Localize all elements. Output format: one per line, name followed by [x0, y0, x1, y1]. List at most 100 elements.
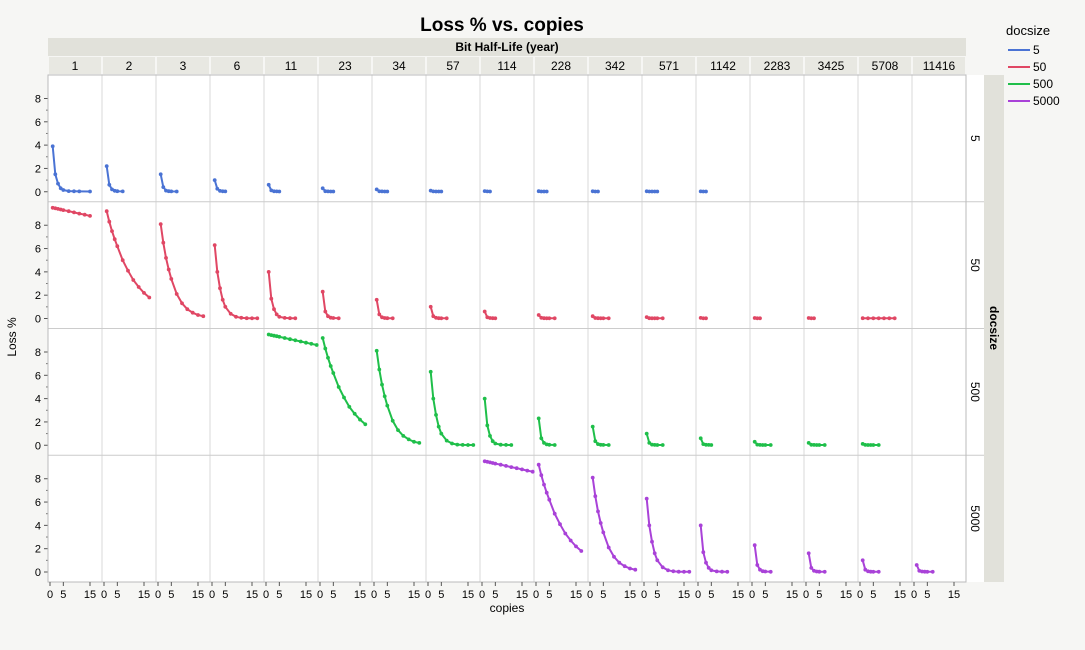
column-header-cell — [157, 57, 209, 74]
data-point-5000 — [606, 545, 611, 550]
y-tick-label: 4 — [35, 140, 41, 152]
data-point-500 — [704, 442, 708, 447]
data-point-5000 — [709, 568, 714, 573]
column-facet-band — [48, 38, 966, 56]
x-tick-label: 15 — [300, 589, 312, 601]
data-point-500 — [347, 404, 352, 409]
x-tick-label: 5 — [222, 589, 228, 601]
y-tick-label: 4 — [35, 520, 41, 532]
y-tick-label: 6 — [35, 244, 41, 256]
data-point-5 — [377, 189, 382, 194]
row-header-label: 50 — [968, 258, 982, 272]
data-point-5000 — [552, 511, 557, 516]
x-tick-label: 0 — [101, 589, 107, 601]
data-point-50 — [250, 316, 254, 321]
data-point-5 — [66, 189, 71, 194]
legend-label-5: 5 — [1033, 43, 1040, 57]
data-point-500 — [485, 423, 490, 428]
column-header-label: 342 — [605, 59, 625, 73]
data-point-50 — [596, 316, 600, 321]
row-facet-title: docsize — [987, 306, 1001, 350]
data-point-5 — [431, 189, 436, 194]
data-point-50 — [110, 229, 114, 234]
data-point-500 — [358, 417, 362, 422]
y-tick-label: 8 — [35, 347, 41, 359]
data-point-5 — [72, 189, 76, 194]
data-point-5000 — [504, 464, 508, 468]
x-tick-label: 0 — [155, 589, 161, 601]
y-tick-label: 0 — [35, 314, 41, 326]
data-point-500 — [466, 443, 470, 447]
data-point-50 — [220, 297, 225, 302]
x-tick-label: 5 — [60, 589, 66, 601]
data-point-5 — [542, 189, 546, 194]
data-point-5 — [544, 189, 549, 194]
data-point-500 — [539, 436, 544, 441]
x-tick-label: 5 — [600, 589, 606, 601]
y-tick-label: 8 — [35, 220, 41, 232]
column-header-label: 2 — [126, 59, 133, 73]
legend-label-50: 50 — [1033, 60, 1047, 74]
x-tick-label: 5 — [276, 589, 282, 601]
data-point-50 — [201, 314, 206, 319]
x-tick-label: 15 — [678, 589, 690, 601]
data-point-5 — [596, 189, 600, 194]
data-point-5 — [215, 186, 220, 191]
data-point-50 — [704, 316, 708, 321]
data-point-50 — [244, 316, 249, 321]
data-point-50 — [66, 209, 71, 214]
data-point-500 — [752, 439, 757, 444]
data-point-50 — [185, 307, 190, 312]
x-tick-label: 5 — [546, 589, 552, 601]
data-point-50 — [136, 285, 141, 289]
data-point-5000 — [660, 565, 665, 570]
data-point-500 — [863, 443, 868, 447]
data-point-5 — [56, 181, 60, 186]
data-point-50 — [606, 316, 611, 321]
data-point-500 — [450, 441, 454, 446]
data-point-50 — [812, 316, 816, 321]
data-point-50 — [542, 316, 546, 321]
data-point-5000 — [806, 551, 811, 556]
data-point-5 — [326, 189, 330, 194]
x-tick-label: 15 — [786, 589, 798, 601]
data-point-500 — [390, 418, 395, 423]
x-tick-label: 15 — [840, 589, 852, 601]
data-point-500 — [760, 443, 765, 447]
column-header-cell — [265, 57, 317, 74]
data-point-5000 — [650, 539, 654, 544]
data-point-5 — [652, 189, 657, 194]
data-point-50 — [892, 316, 897, 321]
x-tick-label: 5 — [816, 589, 822, 601]
data-point-50 — [166, 267, 171, 272]
x-tick-label: 0 — [695, 589, 701, 601]
data-point-500 — [401, 434, 406, 438]
data-point-500 — [288, 337, 292, 342]
column-header-cell — [211, 57, 263, 74]
data-point-5000 — [514, 466, 519, 471]
y-tick-label: 0 — [35, 440, 41, 452]
data-point-500 — [277, 334, 282, 339]
column-header-cell — [805, 57, 857, 74]
data-point-5 — [266, 182, 271, 187]
data-point-50 — [131, 278, 136, 282]
data-point-50 — [82, 212, 87, 217]
x-tick-label: 15 — [624, 589, 636, 601]
data-point-5000 — [612, 554, 616, 559]
data-point-5 — [650, 189, 654, 194]
x-tick-label: 15 — [462, 589, 474, 601]
data-point-50 — [164, 256, 168, 260]
data-point-50 — [482, 309, 487, 314]
data-point-500 — [328, 364, 333, 368]
data-point-5000 — [920, 569, 924, 574]
data-point-500 — [504, 443, 508, 447]
column-header-label: 2283 — [764, 59, 791, 73]
data-point-5000 — [817, 569, 822, 574]
data-point-50 — [428, 304, 433, 309]
data-point-5 — [647, 189, 652, 194]
data-point-5000 — [876, 569, 881, 574]
data-point-5 — [382, 189, 387, 194]
data-point-500 — [428, 369, 433, 374]
data-point-5000 — [666, 568, 670, 573]
x-tick-label: 0 — [911, 589, 917, 601]
